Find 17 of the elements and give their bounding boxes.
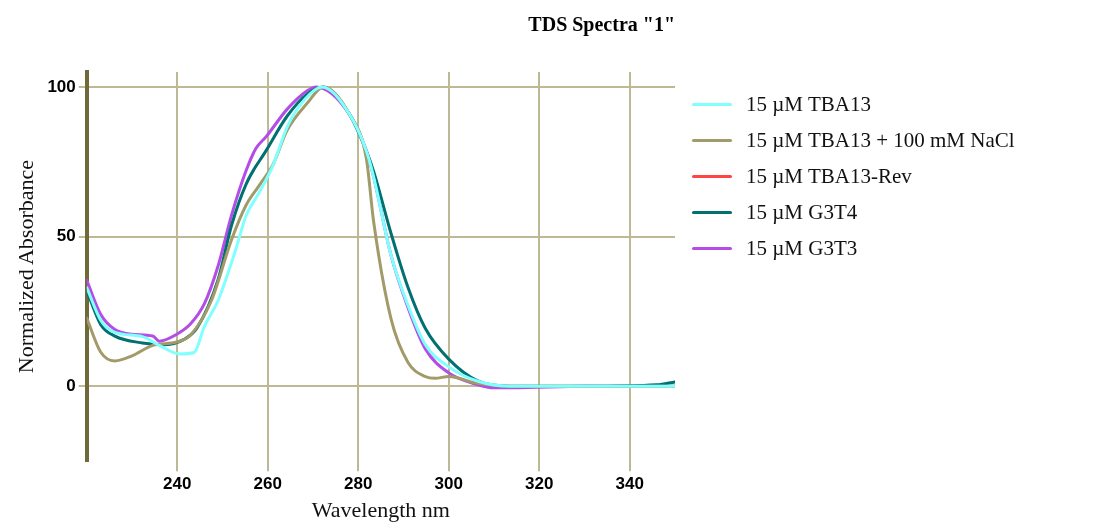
legend-label: 15 µM G3T3 — [746, 235, 858, 261]
legend-label: 15 µM G3T4 — [746, 199, 858, 225]
y-tick-label: 0 — [66, 376, 76, 396]
x-tick-label: 280 — [344, 474, 373, 494]
x-tick-label: 240 — [163, 474, 192, 494]
y-tick-label: 100 — [47, 76, 76, 96]
x-axis-title: Wavelength nm — [311, 496, 450, 522]
x-tick-label: 340 — [615, 474, 644, 494]
x-tick-label: 300 — [434, 474, 463, 494]
legend-label: 15 µM TBA13 + 100 mM NaCl — [746, 127, 1015, 153]
y-tick-label: 50 — [56, 226, 76, 246]
y-axis-title: Normalized Absorbance — [12, 160, 38, 374]
x-tick-label: 320 — [525, 474, 554, 494]
legend-label: 15 µM TBA13 — [746, 91, 871, 117]
legend-label: 15 µM TBA13-Rev — [746, 163, 912, 189]
x-tick-label: 260 — [253, 474, 282, 494]
chart-title: TDS Spectra "1" — [528, 13, 675, 37]
